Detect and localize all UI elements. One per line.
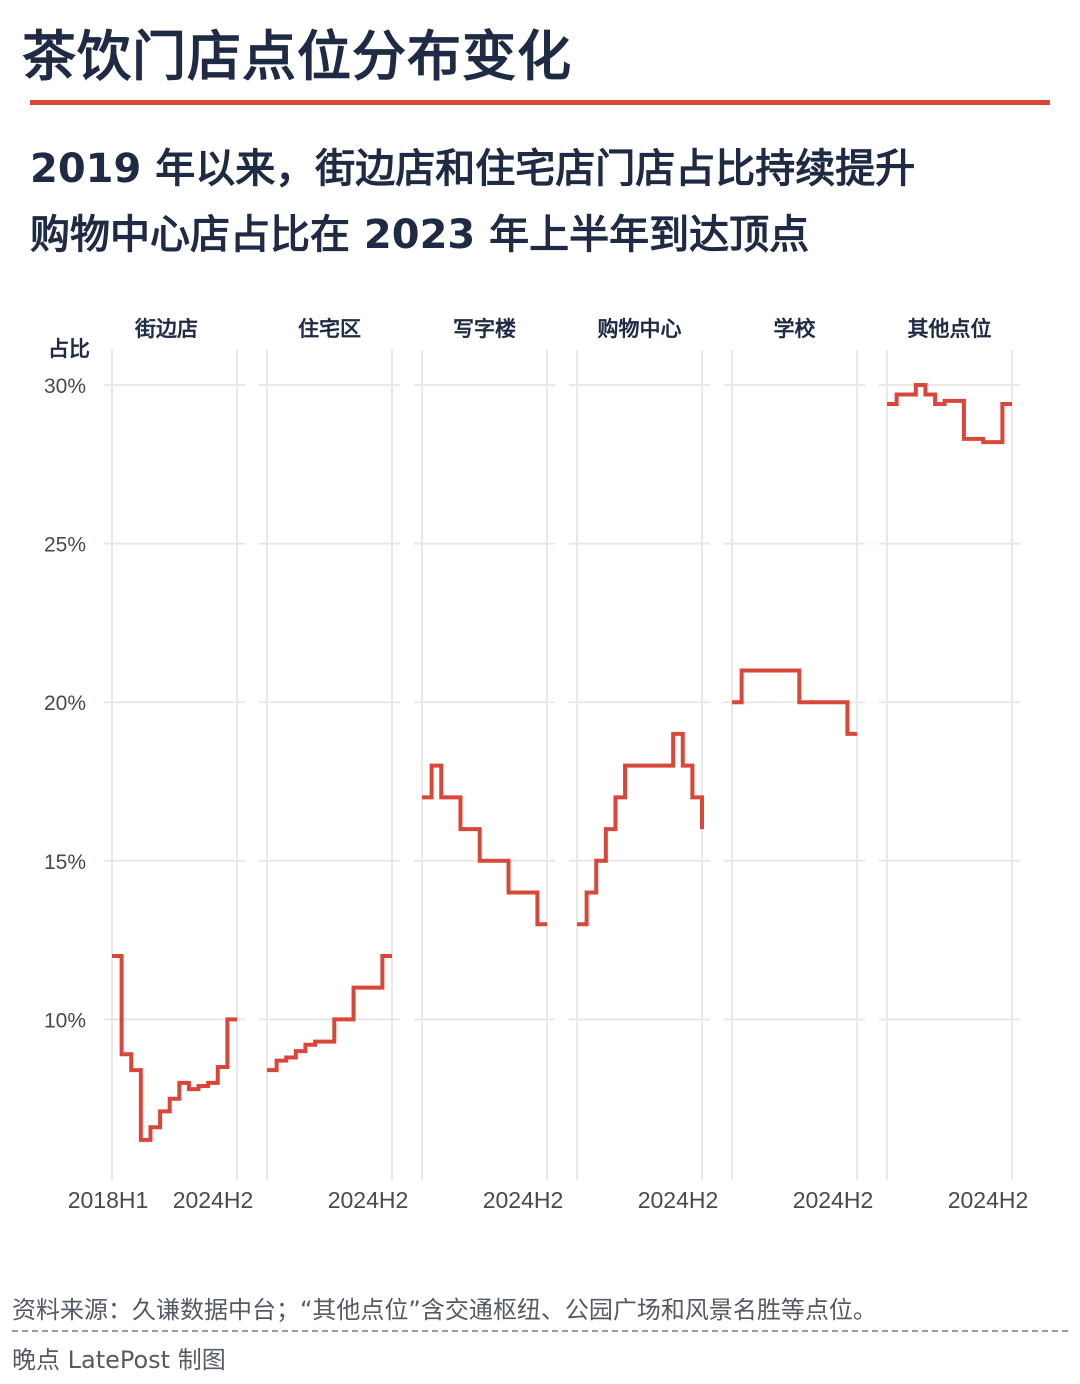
page-title: 茶饮门店点位分布变化 xyxy=(22,25,572,88)
credit-note: 晚点 LatePost 制图 xyxy=(12,1346,226,1374)
facet-title-2: 写字楼 xyxy=(453,317,516,341)
series-line-1 xyxy=(267,953,392,1073)
series-line-0 xyxy=(112,953,237,1142)
subtitle-line-2: 购物中心店占比在 2023 年上半年到达顶点 xyxy=(30,212,810,258)
y-tick-label: 15% xyxy=(44,851,86,874)
series-line-5 xyxy=(887,383,1012,445)
y-tick-label: 30% xyxy=(44,375,86,398)
x-tick-label: 2024H2 xyxy=(638,1187,719,1213)
y-tick-label: 20% xyxy=(44,692,86,715)
facet-title-5: 其他点位 xyxy=(908,317,992,341)
x-tick-label: 2018H1 xyxy=(68,1187,149,1213)
footer-divider xyxy=(12,1330,1068,1332)
chart-grid xyxy=(104,350,1020,1180)
series-line-4 xyxy=(732,668,857,736)
chart-axes: 10% 15% 20% 25% 30% 占比 街边店 2018H1 2024H2 住宅区 2024H… xyxy=(44,317,1028,1213)
x-tick-label: 2024H2 xyxy=(793,1187,874,1213)
facet-title-4: 学校 xyxy=(774,317,817,341)
facet-title-1: 住宅区 xyxy=(298,317,361,341)
y-axis-title: 占比 xyxy=(48,337,90,361)
x-tick-label: 2024H2 xyxy=(948,1187,1029,1213)
subtitle-line-1: 2019 年以来，街边店和住宅店门店占比持续提升 xyxy=(30,146,916,192)
x-tick-label: 2024H2 xyxy=(483,1187,564,1213)
x-tick-label: 2024H2 xyxy=(328,1187,409,1213)
source-note: 资料来源：久谦数据中台；“其他点位”含交通枢纽、公园广场和风景名胜等点位。 xyxy=(12,1296,877,1324)
small-multiples-step-chart: 10% 15% 20% 25% 30% 占比 街边店 2018H1 2024H2 住宅区 2024H… xyxy=(44,317,1028,1213)
x-tick-label: 2024H2 xyxy=(173,1187,254,1213)
facet-title-0: 街边店 xyxy=(134,317,198,341)
y-tick-label: 10% xyxy=(44,1009,86,1032)
series-line-3 xyxy=(577,731,704,927)
facet-title-3: 购物中心 xyxy=(598,317,682,341)
y-tick-label: 25% xyxy=(44,534,86,557)
title-divider xyxy=(30,100,1050,105)
series-line-2 xyxy=(422,763,547,927)
chart-series xyxy=(112,383,1012,1142)
